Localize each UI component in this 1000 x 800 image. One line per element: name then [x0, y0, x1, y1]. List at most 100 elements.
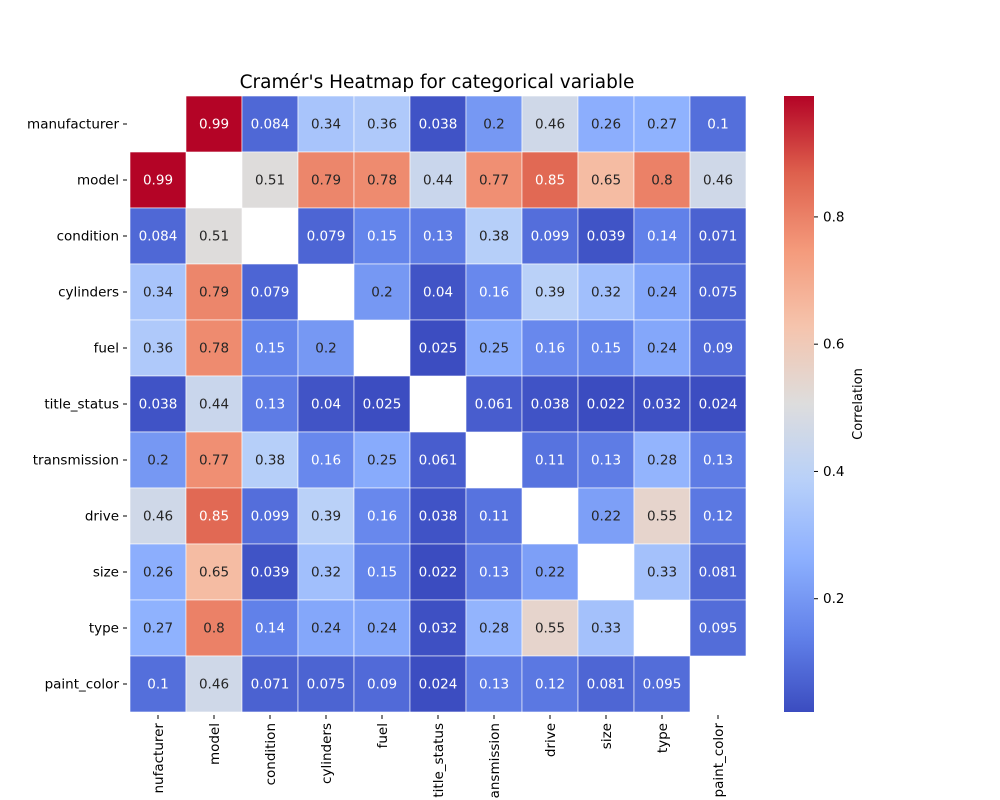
- heatmap-cell: [185, 95, 243, 153]
- heatmap-cell: [297, 207, 355, 265]
- heatmap-cell: [409, 655, 467, 713]
- heatmap-cell: [409, 151, 467, 209]
- cell-value-label: 0.78: [367, 173, 397, 189]
- cell-value-label: 0.039: [251, 565, 290, 581]
- cell-value-label: 0.27: [647, 117, 677, 133]
- heatmap-cell: [521, 599, 579, 657]
- heatmap-cell: [409, 543, 467, 601]
- heatmap-cell: [465, 655, 523, 713]
- heatmap-cell: [297, 543, 355, 601]
- cell-value-label: 0.09: [703, 341, 733, 357]
- cell-value-label: 0.28: [647, 453, 677, 469]
- heatmap-cell: [465, 599, 523, 657]
- y-tick-label: model: [77, 173, 119, 189]
- cell-value-label: 0.27: [143, 621, 173, 637]
- heatmap-cell: [297, 151, 355, 209]
- cell-value-label: 0.032: [419, 621, 458, 637]
- heatmap-cell: [241, 151, 299, 209]
- heatmap-cell: [689, 543, 747, 601]
- cell-value-label: 0.46: [199, 677, 229, 693]
- heatmap-cell: [577, 263, 635, 321]
- heatmap-cell: [577, 207, 635, 265]
- cell-value-label: 0.022: [587, 397, 626, 413]
- heatmap-cell: [689, 319, 747, 377]
- cell-value-label: 0.32: [591, 285, 621, 301]
- cell-value-label: 0.024: [699, 397, 738, 413]
- y-tick-label: cylinders: [58, 285, 119, 301]
- cell-value-label: 0.2: [315, 341, 336, 357]
- heatmap-cell: [353, 95, 411, 153]
- colorbar: 0.2 0.4 0.6 0.8 Correlation: [784, 96, 866, 712]
- cell-value-label: 0.09: [367, 677, 397, 693]
- heatmap-cell: [241, 263, 299, 321]
- cell-value-label: 0.095: [699, 621, 738, 637]
- heatmap-cell: [689, 599, 747, 657]
- cell-value-label: 0.25: [479, 341, 509, 357]
- cell-value-label: 0.04: [423, 285, 453, 301]
- cell-value-label: 0.24: [647, 341, 677, 357]
- heatmap-cell: [577, 95, 635, 153]
- cell-value-label: 0.039: [587, 229, 626, 245]
- cell-value-label: 0.12: [703, 509, 733, 525]
- heatmap-cell: [633, 263, 691, 321]
- heatmap-cell: [521, 375, 579, 433]
- cell-value-label: 0.038: [531, 397, 570, 413]
- heatmap-cell: [353, 655, 411, 713]
- cell-value-label: 0.22: [591, 509, 621, 525]
- cell-value-label: 0.24: [647, 285, 677, 301]
- heatmap-cell: [353, 151, 411, 209]
- heatmap-cell: [297, 487, 355, 545]
- heatmap-cell: [297, 95, 355, 153]
- x-tick-label: paint_color: [711, 723, 727, 798]
- heatmap-cell: [465, 319, 523, 377]
- heatmap-cell: [409, 207, 467, 265]
- heatmap-cell: [353, 543, 411, 601]
- y-tick-label: fuel: [94, 341, 119, 357]
- cell-value-label: 0.16: [479, 285, 509, 301]
- heatmap-cell: [633, 543, 691, 601]
- cell-value-label: 0.14: [647, 229, 677, 245]
- heatmap-cell: [521, 263, 579, 321]
- heatmap-cell: [689, 431, 747, 489]
- cell-value-label: 0.075: [307, 677, 346, 693]
- heatmap-cell: [465, 151, 523, 209]
- heatmap-cell: [689, 487, 747, 545]
- cell-value-label: 0.78: [199, 341, 229, 357]
- cell-value-label: 0.77: [479, 173, 509, 189]
- heatmap-cell: [297, 599, 355, 657]
- heatmap-cell: [633, 151, 691, 209]
- cell-value-label: 0.44: [423, 173, 453, 189]
- cell-value-label: 0.075: [699, 285, 738, 301]
- heatmap-cell: [129, 263, 187, 321]
- cell-value-label: 0.032: [643, 397, 682, 413]
- heatmap-cell: [633, 487, 691, 545]
- heatmap-cell: [689, 263, 747, 321]
- cell-value-label: 0.16: [367, 509, 397, 525]
- heatmap-cell: [577, 599, 635, 657]
- cell-value-label: 0.024: [419, 677, 458, 693]
- cell-value-label: 0.99: [199, 117, 229, 133]
- heatmap-cell: [353, 375, 411, 433]
- x-tick-label: size: [599, 723, 615, 749]
- y-tick-label: drive: [85, 509, 119, 525]
- cell-value-label: 0.39: [311, 509, 341, 525]
- cell-value-label: 0.16: [535, 341, 565, 357]
- cell-value-label: 0.071: [699, 229, 738, 245]
- cell-value-label: 0.13: [479, 677, 509, 693]
- cell-value-label: 0.33: [647, 565, 677, 581]
- cell-value-label: 0.2: [147, 453, 168, 469]
- cell-value-label: 0.15: [367, 565, 397, 581]
- cell-value-label: 0.77: [199, 453, 229, 469]
- heatmap-cell: [521, 151, 579, 209]
- cell-value-label: 0.11: [479, 509, 509, 525]
- cell-value-label: 0.038: [139, 397, 178, 413]
- heatmap-cell: [409, 599, 467, 657]
- cell-value-label: 0.39: [535, 285, 565, 301]
- cell-value-label: 0.13: [255, 397, 285, 413]
- heatmap-cell: [241, 375, 299, 433]
- cell-value-label: 0.65: [199, 565, 229, 581]
- cell-value-label: 0.1: [147, 677, 168, 693]
- cell-value-label: 0.34: [311, 117, 341, 133]
- heatmap-cell: [129, 599, 187, 657]
